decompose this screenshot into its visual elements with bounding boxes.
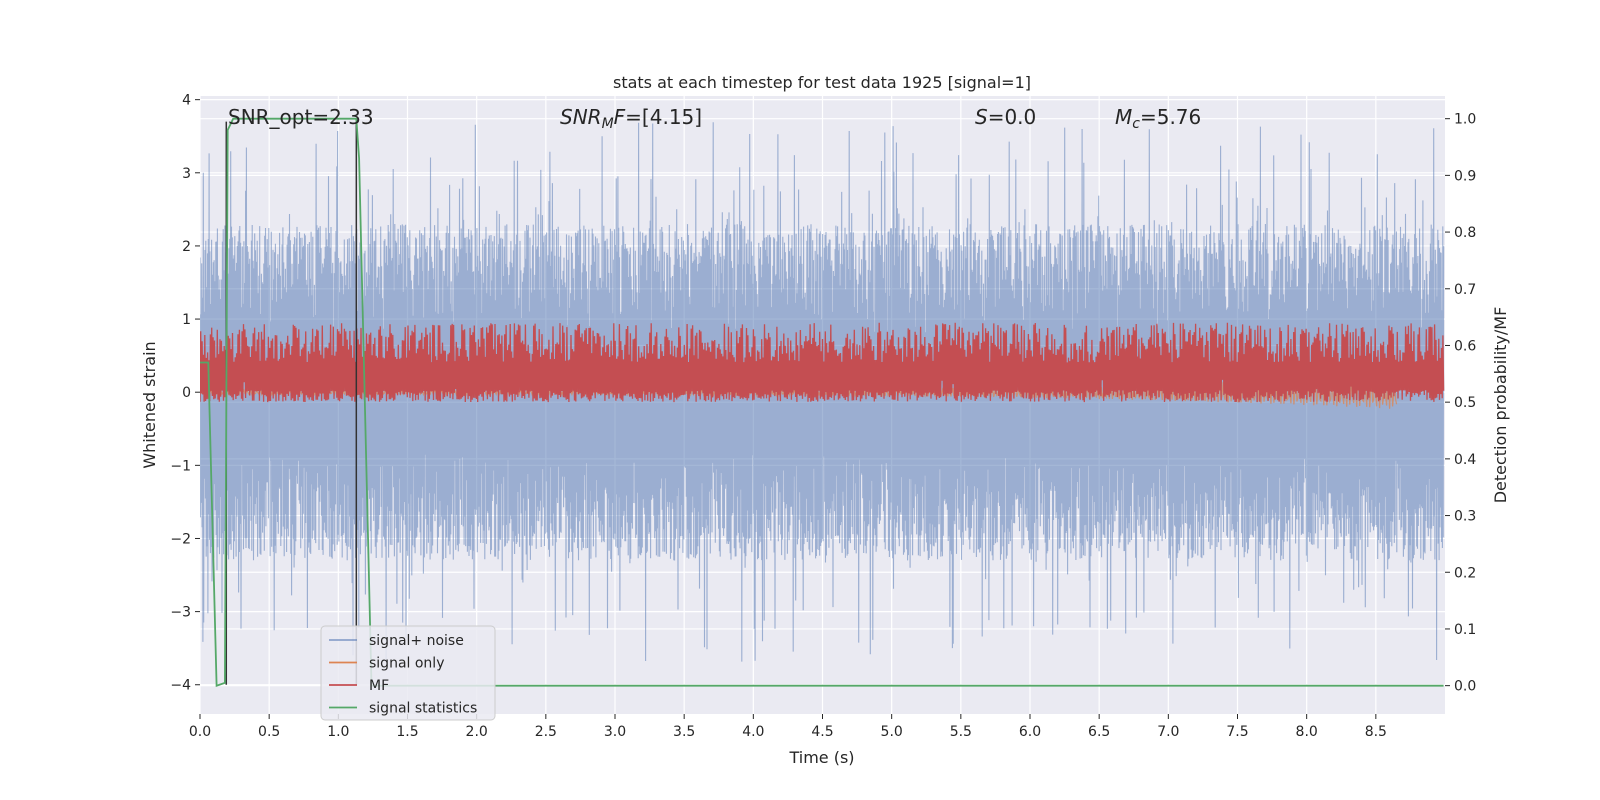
annotation-0: SNR_opt=2.33 <box>228 105 374 129</box>
x-tick-label: 5.5 <box>950 724 972 740</box>
x-tick-label: 8.5 <box>1365 724 1387 740</box>
x-tick-label: 4.0 <box>742 724 764 740</box>
annotation-1: SNRMF=[4.15] <box>560 105 702 132</box>
x-tick-label: 6.0 <box>1019 724 1041 740</box>
annotation-2: S=0.0 <box>975 105 1036 129</box>
y-tick-label: −2 <box>170 531 191 547</box>
legend-entry: signal+ noise <box>369 633 464 649</box>
y-axis-label: Whitened strain <box>140 341 159 468</box>
annotation-3: Mc=5.76 <box>1115 105 1201 132</box>
x-tick-label: 1.5 <box>396 724 418 740</box>
x-tick-label: 3.0 <box>604 724 626 740</box>
y-axis-right-label: Detection probability/MF <box>1491 307 1510 504</box>
y-tick-label: 4 <box>182 93 191 109</box>
y-right-tick-label: 0.5 <box>1454 395 1476 411</box>
y-right-tick-label: 0.3 <box>1454 509 1476 525</box>
y-tick-label: −1 <box>170 458 191 474</box>
x-tick-label: 5.0 <box>881 724 903 740</box>
legend-entry: signal statistics <box>369 701 477 717</box>
legend-entry: signal only <box>369 656 444 672</box>
x-tick-label: 1.0 <box>327 724 349 740</box>
y-right-tick-label: 0.1 <box>1454 622 1476 638</box>
y-right-tick-label: 0.7 <box>1454 282 1476 298</box>
x-tick-label: 0.0 <box>189 724 211 740</box>
x-tick-label: 7.0 <box>1157 724 1179 740</box>
x-tick-label: 2.0 <box>466 724 488 740</box>
x-tick-label: 3.5 <box>673 724 695 740</box>
y-right-tick-label: 0.6 <box>1454 338 1476 354</box>
x-tick-label: 8.0 <box>1296 724 1318 740</box>
y-tick-label: −4 <box>170 678 191 694</box>
legend-box <box>320 625 496 721</box>
series-signal-noise <box>200 122 1445 662</box>
y-tick-label: −3 <box>170 605 191 621</box>
y-tick-label: 0 <box>182 385 191 401</box>
x-tick-label: 6.5 <box>1088 724 1110 740</box>
x-axis-label: Time (s) <box>788 748 854 767</box>
x-tick-label: 2.5 <box>535 724 557 740</box>
x-tick-label: 7.5 <box>1226 724 1248 740</box>
y-right-tick-label: 1.0 <box>1454 112 1476 128</box>
series-layer <box>200 117 1445 687</box>
series-mf <box>200 322 1445 403</box>
chart-title: stats at each timestep for test data 192… <box>613 73 1031 92</box>
y-right-tick-label: 0.0 <box>1454 679 1476 695</box>
annotations: SNR_opt=2.33 SNRMF=[4.15] S=0.0 Mc=5.76 <box>228 105 1201 132</box>
y-tick-label: 2 <box>182 239 191 255</box>
y-right-tick-label: 0.9 <box>1454 168 1476 184</box>
y-right-tick-label: 0.8 <box>1454 225 1476 241</box>
y-right-tick-label: 0.2 <box>1454 565 1476 581</box>
legend: signal+ noise signal only MF signal statist… <box>320 625 496 721</box>
x-tick-label: 0.5 <box>258 724 280 740</box>
y-tick-label: 3 <box>182 166 191 182</box>
legend-entry: MF <box>369 678 389 694</box>
y-tick-label: 1 <box>182 312 191 328</box>
y-right-tick-label: 0.4 <box>1454 452 1476 468</box>
axes: 0.0 0.5 1.0 1.5 2.0 2.5 3.0 3.5 4.0 4.5 5.0 5.5 6.0 6… <box>170 93 1476 740</box>
x-tick-label: 4.5 <box>811 724 833 740</box>
